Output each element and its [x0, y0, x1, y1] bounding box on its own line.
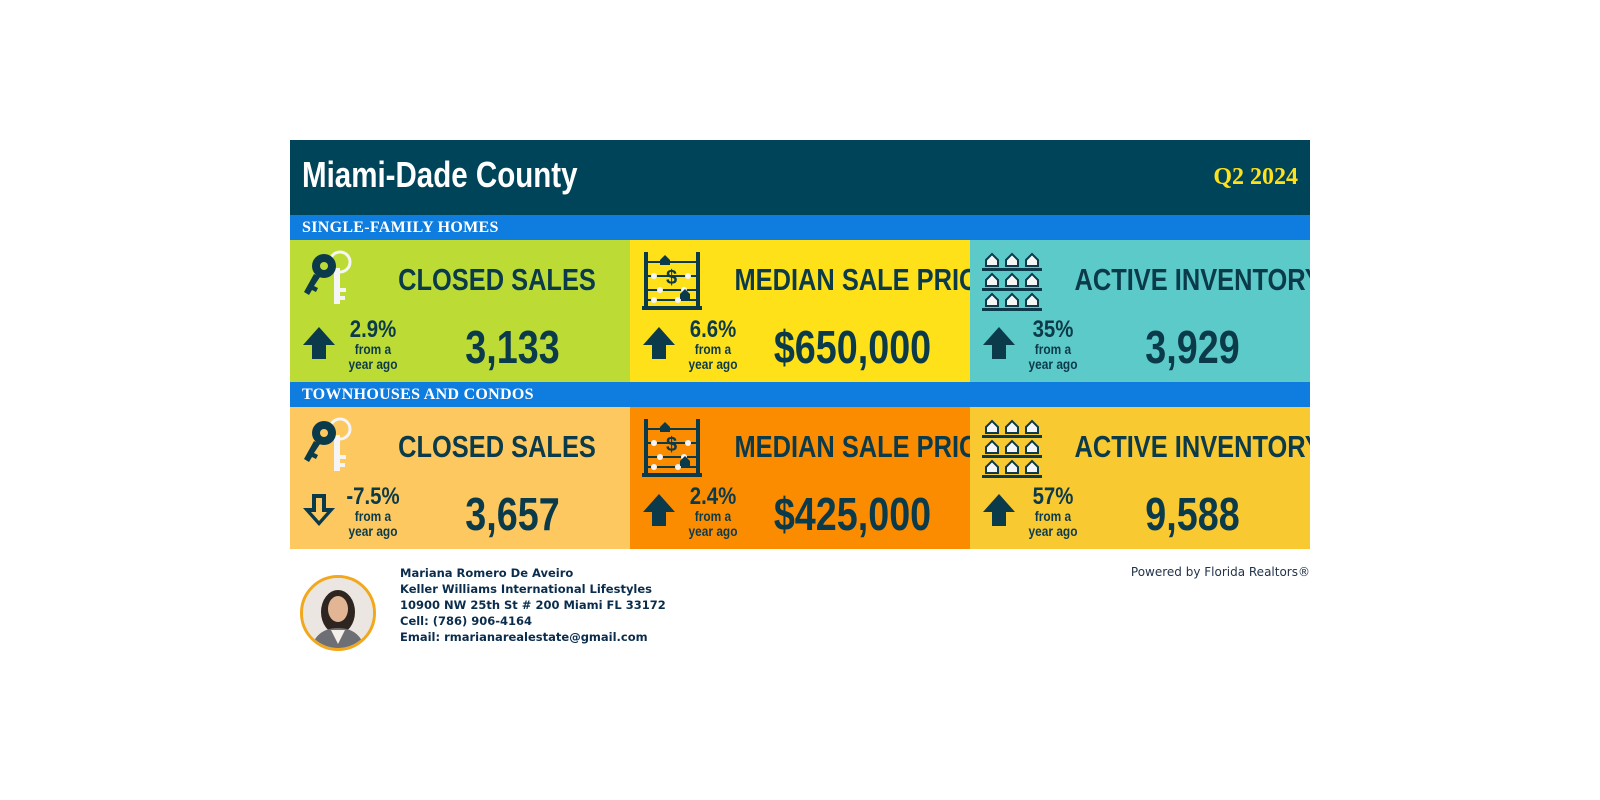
- metric-value: 3,929: [1145, 321, 1240, 373]
- change-percent: -7.5%: [346, 483, 400, 510]
- agent-avatar: [300, 575, 376, 651]
- agent-photo: [303, 578, 373, 648]
- change-sub-1: from a: [1034, 341, 1072, 357]
- metric-value: $650,000: [773, 321, 932, 373]
- metric-label: MEDIAN SALE PRICE: [734, 429, 971, 464]
- change-text: 6.6% from a year ago: [676, 318, 750, 372]
- metric-value: 9,588: [1145, 488, 1240, 540]
- townhouses-condos-row: CLOSED SALES -7.5% from a year ago 3,657: [290, 407, 1310, 549]
- change-percent: 6.6%: [689, 316, 737, 343]
- metric-value: 3,657: [465, 488, 560, 540]
- change-sub-1: from a: [354, 341, 392, 357]
- section-single-family: SINGLE-FAMILY HOMES: [290, 215, 1310, 240]
- section-townhouses-condos: TOWNHOUSES AND CONDOS: [290, 382, 1310, 407]
- change-sub-2: year ago: [348, 356, 398, 372]
- sf-closed-sales-panel: CLOSED SALES 2.9% from a year ago 3,133: [290, 240, 630, 382]
- change-sub-2: year ago: [688, 523, 738, 539]
- houses-icon: [982, 419, 1042, 478]
- metric-value: 3,133: [465, 321, 560, 373]
- key-icon: [304, 250, 352, 304]
- change-sub-2: year ago: [688, 356, 738, 372]
- arrow-up-icon: [983, 327, 1015, 359]
- abacus-icon: $: [642, 419, 702, 477]
- powered-by: Powered by Florida Realtors®: [1130, 565, 1310, 579]
- tc-closed-sales-panel: CLOSED SALES -7.5% from a year ago 3,657: [290, 407, 630, 549]
- change-percent: 2.9%: [349, 316, 397, 343]
- change-text: 2.4% from a year ago: [676, 485, 750, 539]
- metric-label: ACTIVE INVENTORY: [1074, 429, 1311, 464]
- arrow-up-icon: [983, 494, 1015, 526]
- agent-info: Mariana Romero De Aveiro Keller Williams…: [400, 565, 666, 645]
- change-sub-2: year ago: [348, 523, 398, 539]
- sf-active-inventory-panel: ACTIVE INVENTORY 35% from a year ago 3,9…: [970, 240, 1310, 382]
- change-text: -7.5% from a year ago: [336, 485, 410, 539]
- agent-cell: Cell: (786) 906-4164: [400, 614, 533, 628]
- tc-median-price-panel: $ MEDIAN SALE PRICE 2.4% from a year ago…: [630, 407, 970, 549]
- period-label: Q2 2024: [1213, 164, 1298, 190]
- agent-address: 10900 NW 25th St # 200 Miami FL 33172: [400, 598, 666, 612]
- change-percent: 57%: [1032, 483, 1074, 510]
- tc-active-inventory-panel: ACTIVE INVENTORY 57% from a year ago 9,5…: [970, 407, 1310, 549]
- arrow-up-icon: [303, 327, 335, 359]
- agent-company: Keller Williams International Lifestyles: [400, 582, 653, 596]
- change-sub-2: year ago: [1028, 523, 1078, 539]
- change-percent: 2.4%: [689, 483, 737, 510]
- sf-median-price-panel: $ MEDIAN SALE PRICE 6.6% from a year ago…: [630, 240, 970, 382]
- agent-name: Mariana Romero De Aveiro: [400, 566, 574, 580]
- arrow-down-icon: [303, 494, 335, 526]
- change-sub-1: from a: [354, 508, 392, 524]
- single-family-row: CLOSED SALES 2.9% from a year ago 3,133: [290, 240, 1310, 382]
- change-sub-1: from a: [694, 508, 732, 524]
- svg-text:$: $: [666, 267, 677, 289]
- change-sub-1: from a: [694, 341, 732, 357]
- arrow-up-icon: [643, 494, 675, 526]
- houses-icon: [982, 252, 1042, 311]
- metric-label: MEDIAN SALE PRICE: [734, 262, 971, 297]
- change-text: 2.9% from a year ago: [336, 318, 410, 372]
- metric-label: CLOSED SALES: [398, 262, 596, 297]
- abacus-icon: $: [642, 252, 702, 310]
- change-text: 35% from a year ago: [1016, 318, 1090, 372]
- metric-label: CLOSED SALES: [398, 429, 596, 464]
- county-title: Miami-Dade County: [302, 154, 578, 195]
- change-sub-1: from a: [1034, 508, 1072, 524]
- change-percent: 35%: [1032, 316, 1074, 343]
- svg-text:$: $: [666, 434, 677, 456]
- agent-email[interactable]: Email: rmarianarealestate@gmail.com: [400, 630, 648, 644]
- market-report-card: Miami-Dade County Q2 2024 SINGLE-FAMILY …: [290, 140, 1310, 659]
- change-sub-2: year ago: [1028, 356, 1078, 372]
- report-header: Miami-Dade County Q2 2024: [290, 140, 1310, 215]
- arrow-up-icon: [643, 327, 675, 359]
- report-footer: Mariana Romero De Aveiro Keller Williams…: [290, 549, 1310, 659]
- metric-value: $425,000: [773, 488, 932, 540]
- key-icon: [304, 417, 352, 471]
- metric-label: ACTIVE INVENTORY: [1074, 262, 1311, 297]
- change-text: 57% from a year ago: [1016, 485, 1090, 539]
